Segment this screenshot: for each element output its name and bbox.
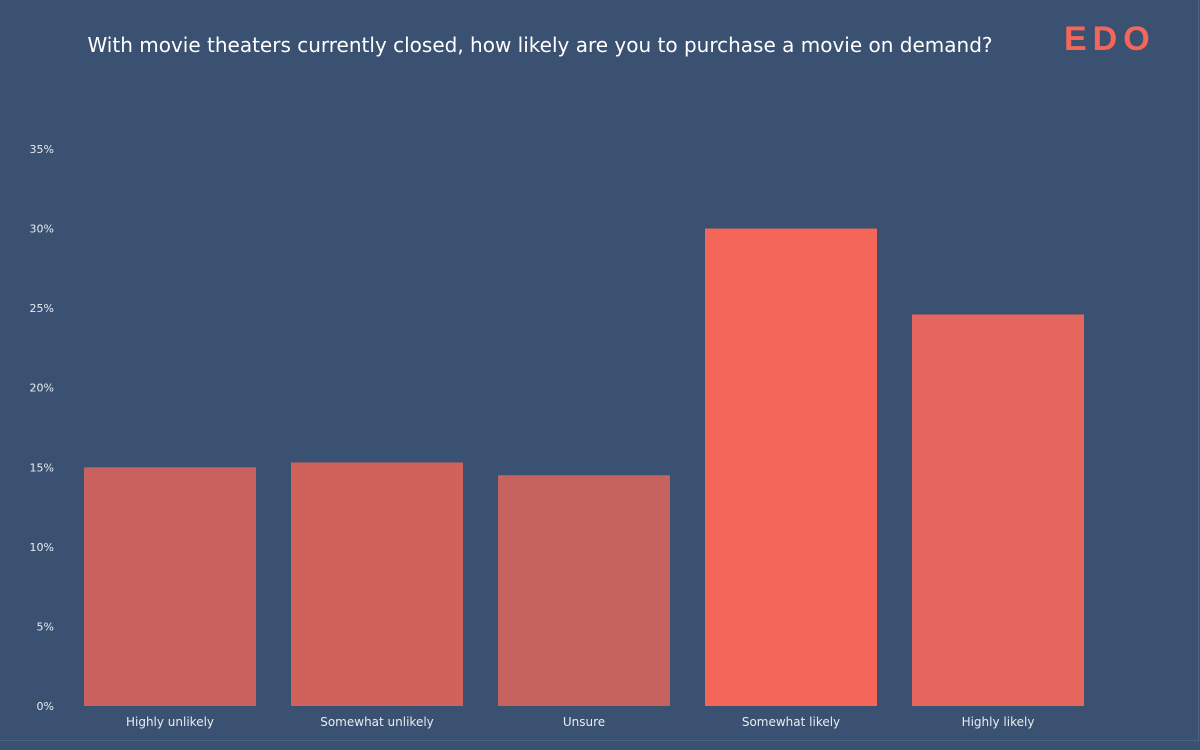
x-category-label: Highly unlikely bbox=[126, 715, 214, 729]
y-tick-label: 0% bbox=[37, 700, 54, 713]
y-tick-label: 5% bbox=[37, 620, 54, 633]
edo-logo: EDO bbox=[1064, 20, 1156, 58]
bar-unsure bbox=[498, 475, 670, 706]
bar-somewhat-unlikely bbox=[291, 462, 463, 706]
chart-title: With movie theaters currently closed, ho… bbox=[87, 33, 993, 57]
x-category-label: Somewhat likely bbox=[742, 715, 840, 729]
bar-somewhat-likely bbox=[705, 228, 877, 707]
y-tick-label: 30% bbox=[30, 223, 54, 236]
y-tick-label: 10% bbox=[30, 541, 54, 554]
x-category-label: Unsure bbox=[563, 715, 605, 729]
x-category-label: Somewhat unlikely bbox=[320, 715, 434, 729]
y-tick-label: 25% bbox=[30, 302, 54, 315]
y-tick-label: 15% bbox=[30, 461, 54, 474]
x-category-label: Highly likely bbox=[962, 715, 1035, 729]
y-tick-label: 20% bbox=[30, 382, 54, 395]
bar-highly-unlikely bbox=[84, 467, 256, 706]
bar-highly-likely bbox=[912, 314, 1084, 706]
y-tick-label: 35% bbox=[30, 143, 54, 156]
